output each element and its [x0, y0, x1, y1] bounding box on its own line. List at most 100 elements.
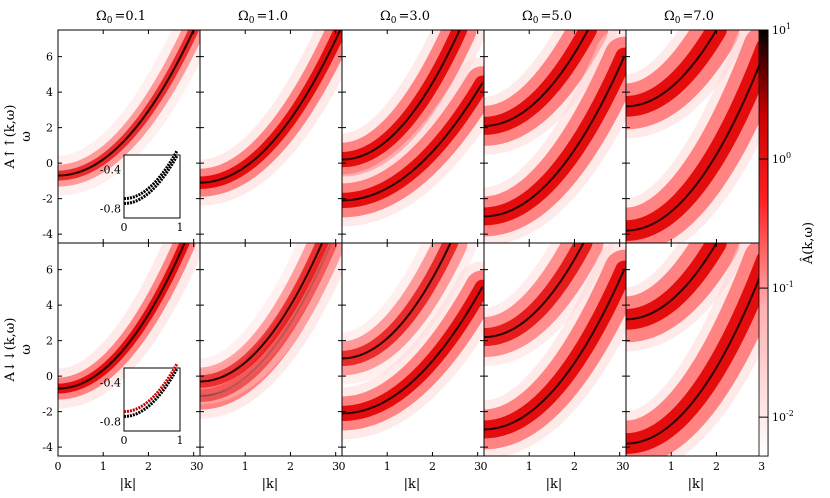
band-peak-line: [626, 243, 718, 321]
colorbar: 10-2 10-1 100 101 Â(k,ω): [758, 22, 816, 457]
x-tick-label: 1: [526, 460, 533, 473]
band-peak-line: [200, 30, 342, 184]
band-group: [342, 243, 484, 440]
panel-up-3: [483, 29, 627, 244]
inset-x-tick-label: 1: [177, 221, 184, 234]
y-tick-label: 2: [46, 335, 53, 348]
x-tick-label: 0: [55, 460, 62, 473]
inset-curve: [123, 367, 179, 418]
band-group: [484, 243, 626, 456]
row-label-omega: ω: [19, 131, 34, 142]
y-tick-label: -2: [42, 406, 53, 419]
band-peak-line: [58, 30, 195, 177]
band-peak-line: [484, 268, 626, 431]
inset-curve: [123, 154, 179, 205]
y-tick-label: -4: [42, 441, 53, 454]
band-group: [626, 243, 768, 456]
band-group: [58, 30, 200, 196]
inset-y-tick-label: -0.8: [100, 202, 121, 215]
x-tick-label: 2: [713, 460, 720, 473]
band-group: [626, 30, 768, 243]
column-title: Ω0 =7.0: [664, 9, 714, 26]
y-tick-label: -2: [42, 193, 53, 206]
column-titles: Ω0 =0.1 Ω0 =1.0 Ω0 =3.0 Ω0 =5.0 Ω0 =7.0: [96, 9, 714, 26]
inset-curve: [123, 362, 179, 414]
panel-up-2: [341, 29, 485, 244]
band-peak-line: [626, 30, 718, 108]
inset: -0.8 -0.4 0 1: [100, 362, 184, 447]
colorbar-tick-label: 10-1: [772, 280, 794, 295]
band-peak-line: [626, 259, 768, 445]
band-group: [342, 30, 484, 227]
x-axis-label: |k|: [120, 477, 137, 492]
x-tick-label: 3: [616, 460, 623, 473]
x-tick-label: 2: [571, 460, 578, 473]
band-group: [484, 30, 626, 243]
row-label-omega: ω: [19, 344, 34, 355]
inset-x-tick-label: 0: [121, 434, 128, 447]
inset-x-tick-label: 0: [121, 221, 128, 234]
band-peak-line: [200, 243, 324, 383]
x-axis-label: |k|: [688, 477, 705, 492]
inset-y-tick-label: -0.4: [100, 377, 121, 390]
x-axis-label: |k|: [546, 477, 563, 492]
x-tick-label: 3: [190, 460, 197, 473]
inset-y-tick-label: -0.4: [100, 164, 121, 177]
colorbar-gradient: [758, 29, 769, 457]
y-tick-label: 2: [46, 122, 53, 135]
inset: -0.8 -0.4 0 1: [100, 149, 184, 234]
x-tick-label: 2: [145, 460, 152, 473]
x-axis-label: |k|: [262, 477, 279, 492]
column-title: Ω0 =5.0: [522, 9, 572, 26]
x-axis-label: |k|: [404, 477, 421, 492]
x-tick-label: 0: [339, 460, 346, 473]
x-tick-label: 0: [623, 460, 630, 473]
colorbar-tick-label: 100: [772, 151, 791, 166]
y-tick-label: 0: [46, 157, 53, 170]
column-title: Ω0 =3.0: [380, 9, 430, 26]
y-tick-label: 0: [46, 370, 53, 383]
x-tick-label: 3: [332, 460, 339, 473]
row-label-main: A↓↓(k,ω): [3, 318, 18, 383]
panel-up-1: [199, 29, 343, 244]
band-group: [200, 30, 342, 206]
panel-down-2: 0 1 2 3 |k|: [339, 242, 485, 492]
x-tick-label: 3: [758, 460, 765, 473]
y-tick-label: 4: [46, 299, 53, 312]
panel-down-1: 0 1 2 3 |k|: [197, 242, 343, 492]
column-title: Ω0 =0.1: [96, 9, 146, 26]
x-tick-label: 2: [287, 460, 294, 473]
row-labels: A↑↑(k,ω) ωA↓↓(k,ω) ω: [3, 105, 34, 383]
band-group: [200, 243, 342, 419]
panel-down-4: 0 1 2 3 |k|: [623, 242, 769, 492]
x-tick-label: 0: [197, 460, 204, 473]
inset-curve: [123, 149, 179, 201]
row-label-main: A↑↑(k,ω): [3, 105, 18, 170]
x-tick-label: 1: [242, 460, 249, 473]
band-group: [58, 243, 200, 409]
band-peak-line: [484, 243, 585, 339]
y-tick-label: 6: [46, 264, 53, 277]
x-tick-label: 1: [668, 460, 675, 473]
column-title: Ω0 =1.0: [238, 9, 288, 26]
y-tick-label: -4: [42, 228, 53, 241]
band-peak-line: [484, 55, 626, 218]
x-tick-label: 0: [481, 460, 488, 473]
band-peak-line: [342, 243, 452, 360]
band-peak-line: [342, 286, 484, 415]
band-peak-line: [626, 46, 768, 232]
row-label: A↓↓(k,ω) ω: [3, 318, 34, 383]
inset-x-tick-label: 1: [177, 434, 184, 447]
x-tick-label: 2: [429, 460, 436, 473]
band-peak-line: [342, 30, 461, 161]
colorbar-label: Â(k,ω): [800, 222, 816, 265]
panel-up-4: [625, 29, 769, 244]
panel-down-3: 0 1 2 3 |k|: [481, 242, 627, 492]
y-tick-label: 4: [46, 86, 53, 99]
inset-y-tick-label: -0.8: [100, 415, 121, 428]
colorbar-label-text: Â(k,ω): [800, 222, 816, 265]
y-tick-label: 6: [46, 51, 53, 64]
band-peak-line: [484, 30, 590, 127]
